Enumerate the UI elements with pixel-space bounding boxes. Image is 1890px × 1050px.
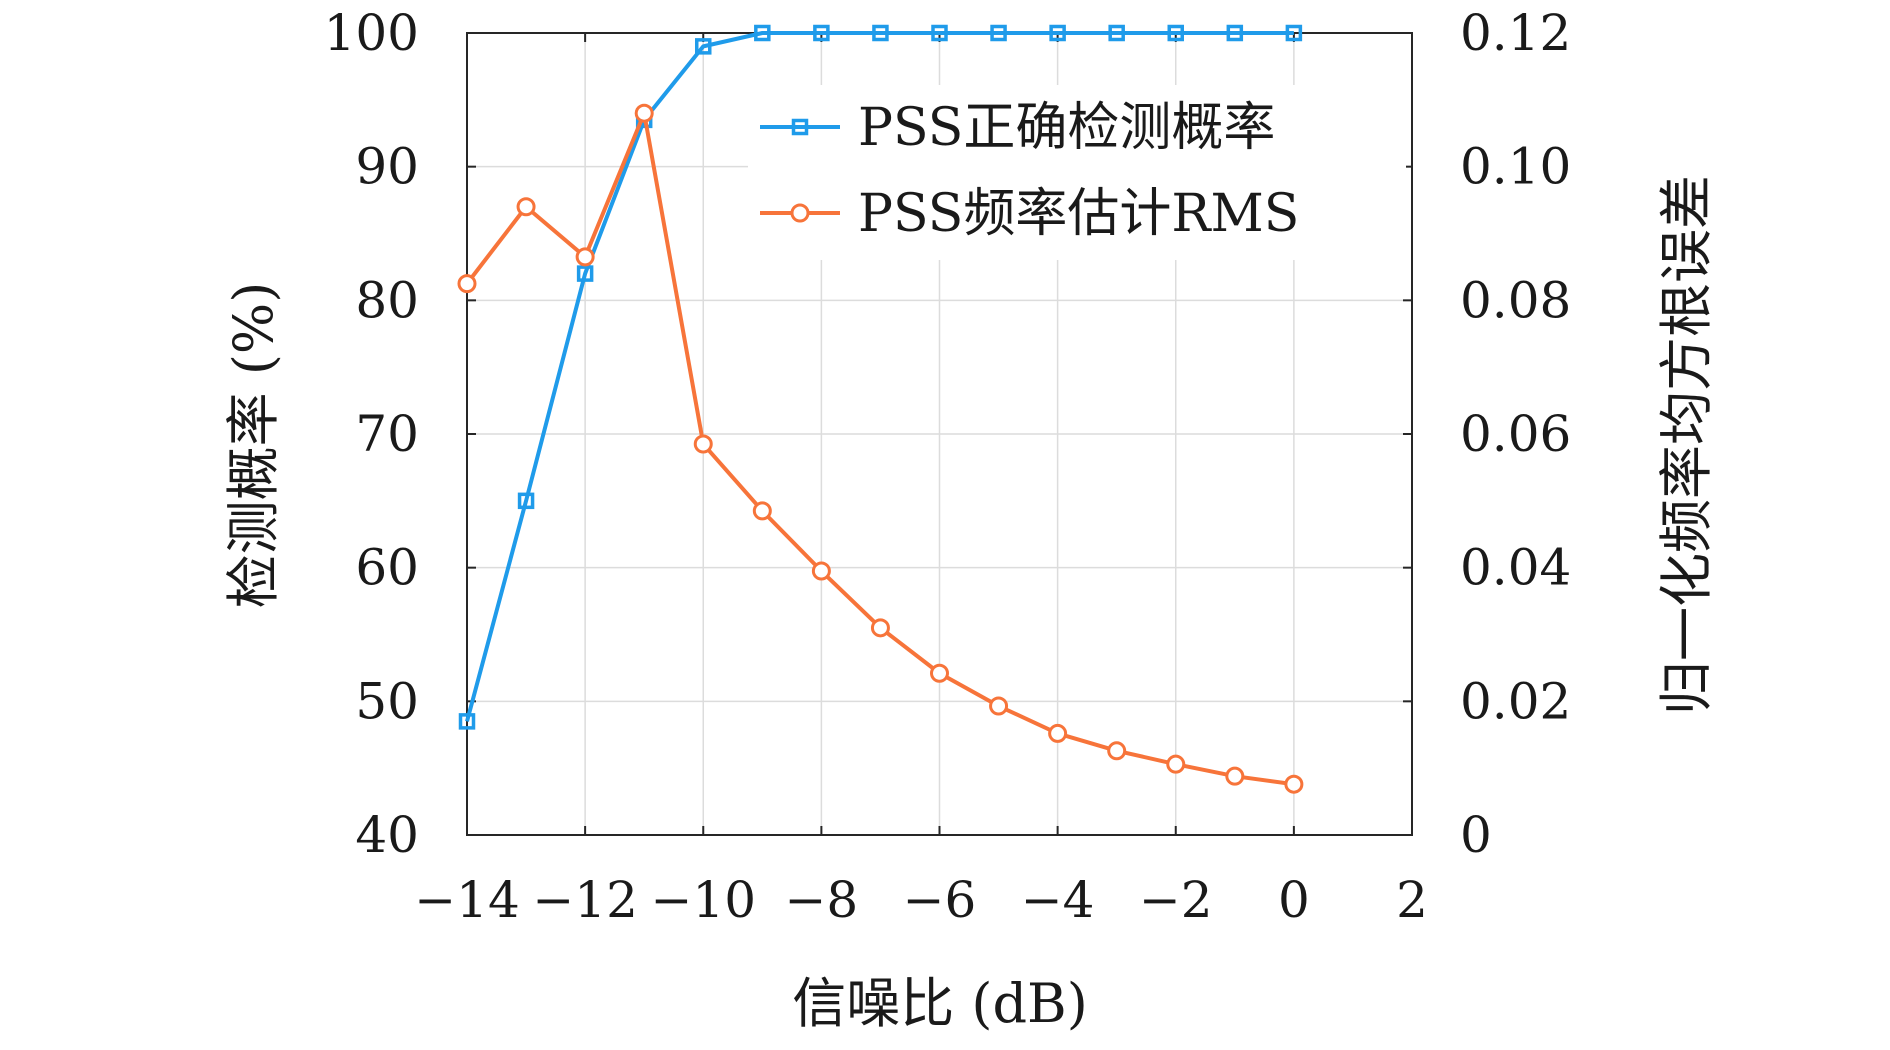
y-right-tick-label: 0.04 (1460, 539, 1571, 597)
circle-marker (1225, 766, 1245, 786)
x-tick-label: 0 (1278, 871, 1310, 929)
y-left-tick-label: 40 (355, 806, 419, 864)
legend-item: PSS频率估计RMS (760, 184, 1299, 244)
square-marker (517, 492, 535, 510)
y-left-tick-label: 80 (355, 271, 419, 329)
legend-items: PSS正确检测概率 PSS频率估计RMS (760, 98, 1299, 244)
square-marker (813, 24, 830, 42)
y-right-axis-title: 归一化频率均方根误差 (1655, 175, 1718, 715)
legend-label: PSS正确检测概率 (858, 98, 1275, 158)
x-tick-label: −6 (903, 871, 977, 929)
circle-marker (575, 247, 595, 267)
y-right-tick-label: 0 (1460, 806, 1492, 864)
circle-marker (1048, 723, 1068, 743)
legend-item: PSS正确检测概率 (760, 98, 1275, 158)
square-marker (872, 24, 889, 42)
square-marker (1049, 24, 1066, 42)
circle-marker (870, 618, 890, 638)
square-marker (1108, 24, 1125, 42)
circle-marker (1284, 774, 1304, 794)
x-tick-label: 2 (1396, 871, 1428, 929)
square-marker (791, 118, 809, 136)
y-right-tick-label: 0.02 (1460, 672, 1571, 730)
y-left-tick-label: 100 (324, 4, 419, 62)
y-right-tick-label: 0.08 (1460, 271, 1571, 329)
circle-marker (790, 203, 810, 223)
legend-box (748, 85, 1406, 260)
legend: PSS正确检测概率 PSS频率估计RMS (748, 85, 1406, 260)
y-left-tick-label: 70 (355, 405, 419, 463)
circle-marker (634, 103, 654, 123)
square-marker (1226, 24, 1244, 42)
circle-marker (1166, 754, 1186, 774)
circle-marker (989, 696, 1009, 716)
square-marker (1167, 24, 1184, 42)
circle-marker (516, 197, 536, 217)
circle-marker (752, 501, 772, 521)
legend-label: PSS频率估计RMS (858, 184, 1299, 244)
y-right-tick-label: 0.12 (1460, 4, 1571, 62)
square-marker (695, 38, 712, 55)
circle-marker (693, 434, 713, 454)
y-left-tick-label: 60 (355, 539, 419, 597)
x-tick-labels: −14 −12 −10 −8 −6 −4 −2 0 2 (414, 871, 1428, 929)
circle-marker (1107, 741, 1127, 761)
square-marker (990, 24, 1007, 42)
circle-marker (811, 561, 831, 581)
y-left-tick-label: 50 (355, 672, 419, 730)
square-marker (1285, 24, 1303, 42)
x-tick-label: −8 (785, 871, 859, 929)
x-tick-label: −12 (532, 871, 638, 929)
y-left-tick-label: 90 (355, 138, 419, 196)
y-right-tick-label: 0.06 (1460, 405, 1571, 463)
circle-marker (457, 274, 477, 294)
square-marker (576, 265, 594, 282)
x-tick-label: −10 (650, 871, 756, 929)
square-marker (931, 24, 948, 42)
x-tick-label: −4 (1021, 871, 1095, 929)
x-tick-label: −2 (1139, 871, 1213, 929)
x-axis-title: 信噪比 (dB) (792, 972, 1088, 1035)
series-line (465, 31, 1294, 722)
circle-marker (930, 663, 949, 683)
series-2 (457, 103, 1304, 794)
y-left-tick-labels: 40 50 60 70 80 90 100 (324, 4, 419, 864)
square-marker (458, 713, 476, 730)
square-marker (754, 24, 771, 42)
x-tick-label: −14 (414, 871, 520, 929)
series-layer (457, 24, 1304, 794)
y-right-tick-label: 0.10 (1460, 138, 1571, 196)
y-right-tick-labels: 0 0.02 0.04 0.06 0.08 0.10 0.12 (1460, 4, 1571, 864)
y-left-axis-title: 检测概率 (%) (222, 282, 285, 609)
